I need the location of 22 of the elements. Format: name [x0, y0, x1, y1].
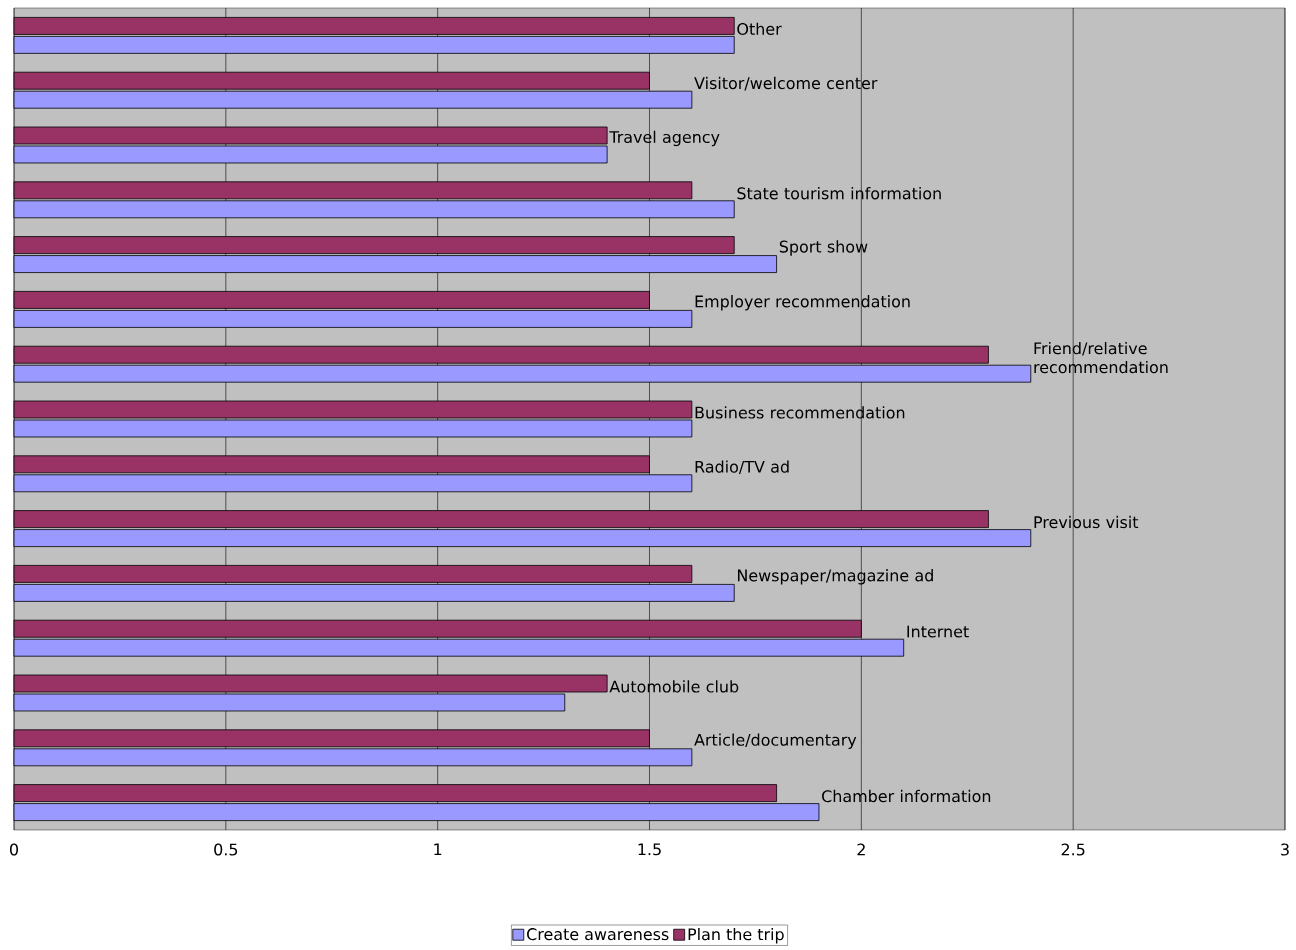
- x-tick-label: 2: [857, 843, 865, 856]
- legend-label: Plan the trip: [688, 927, 784, 944]
- y-tick-label: Friend/relative recommendation: [1034, 341, 1168, 374]
- x-tick-label: 1.5: [638, 843, 661, 856]
- y-tick-label: Internet: [907, 625, 969, 638]
- y-tick-label: Radio/TV ad: [695, 460, 789, 475]
- x-tick-label: 1: [434, 843, 442, 856]
- y-tick-label: Other: [737, 22, 782, 35]
- x-tick-label: 0: [9, 843, 19, 856]
- y-tick-label: Sport show: [779, 240, 868, 256]
- x-tick-label: 0.5: [214, 843, 238, 856]
- legend-label: Create awareness: [527, 928, 669, 941]
- y-tick-label: Chamber information: [822, 789, 991, 803]
- x-tick-label: 2.5: [1061, 843, 1085, 856]
- y-tick-label: State tourism information: [737, 187, 941, 200]
- y-tick-label: Visitor/welcome center: [694, 76, 878, 91]
- y-tick-label: Business recommendation: [695, 406, 905, 419]
- y-tick-label: Newspaper/magazine ad: [737, 569, 933, 585]
- y-tick-label: Article/documentary: [694, 733, 857, 749]
- y-tick-label: Previous visit: [1034, 515, 1139, 529]
- x-tick-label: 3: [1281, 843, 1289, 856]
- y-tick-label: Employer recommendation: [695, 295, 910, 311]
